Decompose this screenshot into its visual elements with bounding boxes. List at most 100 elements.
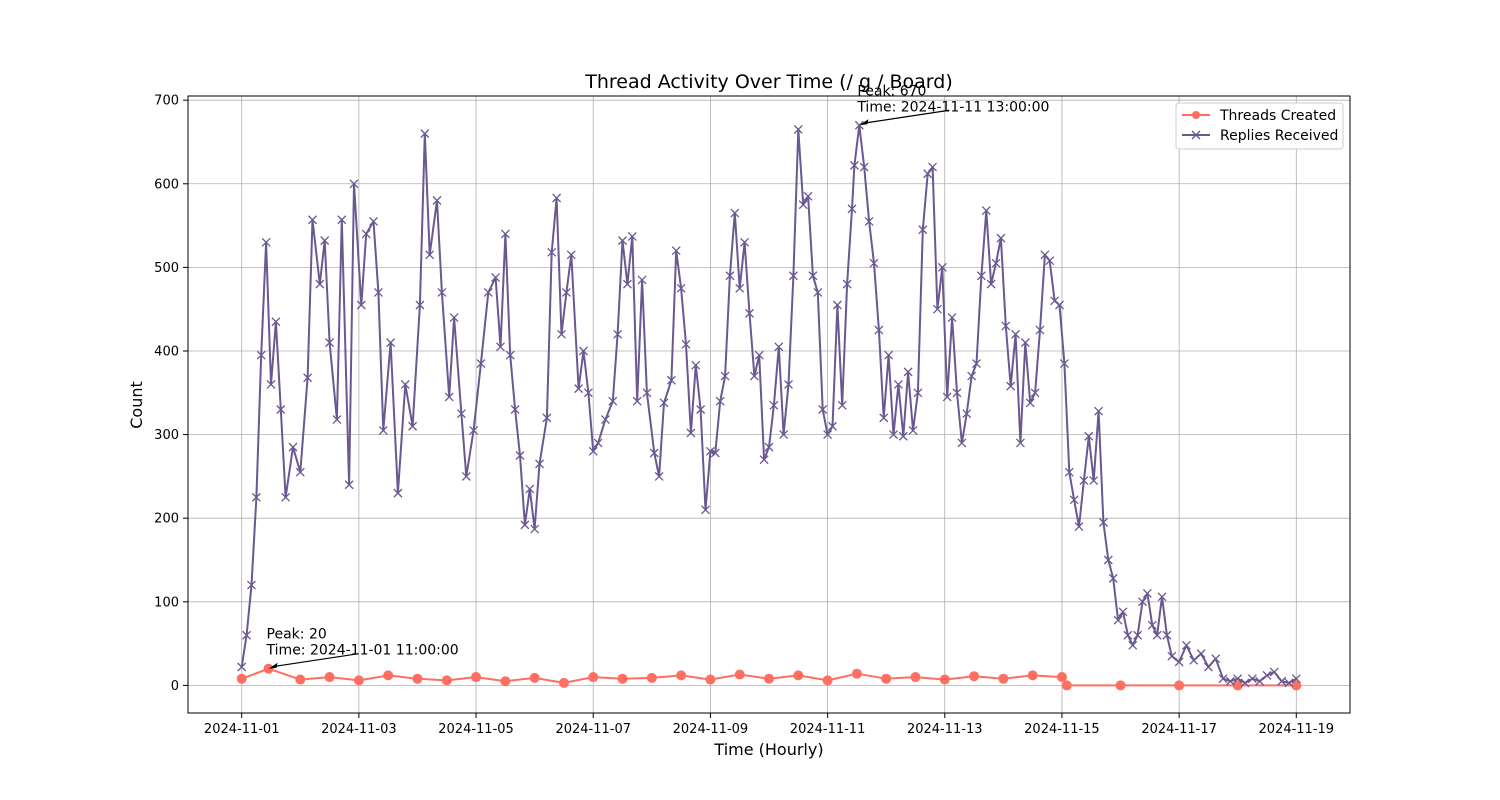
data-point [1035,325,1045,335]
x-tick-label: 2024-11-01 [204,722,280,737]
data-point [579,346,588,356]
data-point [308,215,317,225]
data-point [705,446,715,456]
data-point [754,350,764,360]
data-point [608,396,618,406]
data-point [1128,640,1138,650]
legend-box [1175,102,1344,150]
data-point [420,129,430,139]
data-point [774,342,784,352]
y-tick-label: 200 [154,512,179,527]
data-point [491,272,501,282]
data-point [1196,649,1206,659]
data-point [1211,654,1221,664]
data-point [529,672,540,683]
data-point [315,279,325,289]
data-point [378,425,388,435]
data-point [535,459,544,469]
data-point [520,520,530,530]
annotation-arrowhead [859,119,869,126]
data-point [1240,678,1250,688]
plot-area [187,95,1351,714]
data-point [515,451,525,460]
data-point [659,398,669,408]
data-point [1064,467,1074,477]
data-point [957,438,967,448]
data-point [256,350,266,360]
data-point [449,313,459,323]
data-point [332,415,342,425]
data-point [432,196,442,205]
data-point [749,371,759,381]
data-point [1115,680,1126,691]
data-point [942,392,952,402]
data-point [627,231,637,241]
data-point [808,271,818,281]
data-point [822,675,833,686]
data-point [237,662,247,672]
data-point [593,438,603,448]
data-point [730,208,740,218]
data-point [1001,321,1011,331]
y-axis-label: Count [127,381,146,429]
legend: Threads Created Replies Received [1175,102,1344,150]
data-point [1006,381,1016,391]
data-point [1025,398,1035,408]
y-tick-label: 400 [154,344,179,359]
data-point [242,630,252,640]
data-point [444,392,454,402]
data-point [793,670,804,681]
y-tick-label: 700 [154,94,179,109]
data-point [476,359,486,368]
data-point [908,425,918,435]
data-point [646,672,657,683]
data-point [779,430,789,440]
x-axis-label: Time (Hourly) [713,740,823,759]
legend-label-threads: Threads Created [1219,108,1336,124]
data-point [558,677,569,688]
data-point [823,430,833,440]
data-point [666,375,676,385]
data-point [324,672,335,683]
data-point [1056,672,1067,683]
data-point [691,360,701,370]
data-point [686,428,696,438]
data-point [832,300,842,310]
data-point [461,471,471,481]
data-point [1094,406,1104,416]
x-tick-label: 2024-11-05 [438,722,514,737]
data-point [1055,300,1064,310]
data-point [369,216,378,226]
data-point [1162,630,1172,640]
data-point [561,288,571,297]
data-point [1152,630,1162,640]
data-point [617,673,628,684]
x-tick-label: 2024-11-15 [1024,722,1100,737]
data-point [947,313,957,323]
data-point [1232,680,1243,691]
data-point [1133,630,1143,640]
data-point [361,229,371,239]
data-point [383,670,394,681]
data-point [991,258,1001,268]
series-layer [236,120,1302,691]
data-point [676,670,687,681]
data-point [1027,670,1038,681]
data-point [247,580,256,590]
series-replies-received [237,120,1301,688]
y-tick-label: 300 [154,428,179,443]
data-point [918,225,928,235]
data-point [889,430,898,440]
data-point [1255,676,1265,686]
data-point [1098,517,1108,527]
data-point [851,668,862,679]
data-point [998,673,1009,684]
x-tick-label: 2024-11-13 [907,722,983,737]
data-point [1147,620,1157,630]
data-point [437,288,447,297]
data-point [295,674,306,685]
data-point [566,250,576,260]
